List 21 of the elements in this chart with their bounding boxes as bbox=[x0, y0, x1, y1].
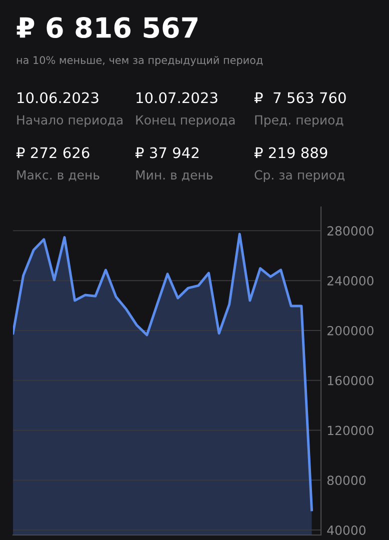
y-tick-label: 40000 bbox=[327, 525, 366, 535]
text: ₽ 7 563 760 bbox=[254, 92, 346, 104]
y-tick-label: 80000 bbox=[327, 476, 366, 486]
chart-subtitle: на 10% меньше, чем за предыдущий период bbox=[16, 56, 263, 66]
y-tick-label: 120000 bbox=[328, 426, 374, 436]
chart-title: ₽ 6 816 567 bbox=[16, 17, 198, 38]
text: Начало периода bbox=[17, 115, 122, 128]
text: 10.06.2023 bbox=[18, 92, 98, 104]
text: Макс. в день bbox=[17, 170, 100, 182]
text: 10.07.2023 bbox=[136, 92, 218, 104]
text: Мин. в день bbox=[136, 170, 213, 182]
y-tick-label: 200000 bbox=[327, 326, 374, 336]
y-tick-label: 240000 bbox=[327, 276, 374, 286]
text: Ср. за период bbox=[254, 170, 344, 182]
text: Пред. период bbox=[255, 115, 344, 128]
text: ₽ 272 626 bbox=[16, 147, 90, 158]
text: ₽ 37 942 bbox=[135, 147, 198, 158]
text: Конец периода bbox=[136, 115, 235, 128]
y-tick-label: 280000 bbox=[327, 226, 374, 236]
y-tick-label: 160000 bbox=[328, 376, 374, 386]
text: ₽ 219 889 bbox=[254, 147, 328, 158]
